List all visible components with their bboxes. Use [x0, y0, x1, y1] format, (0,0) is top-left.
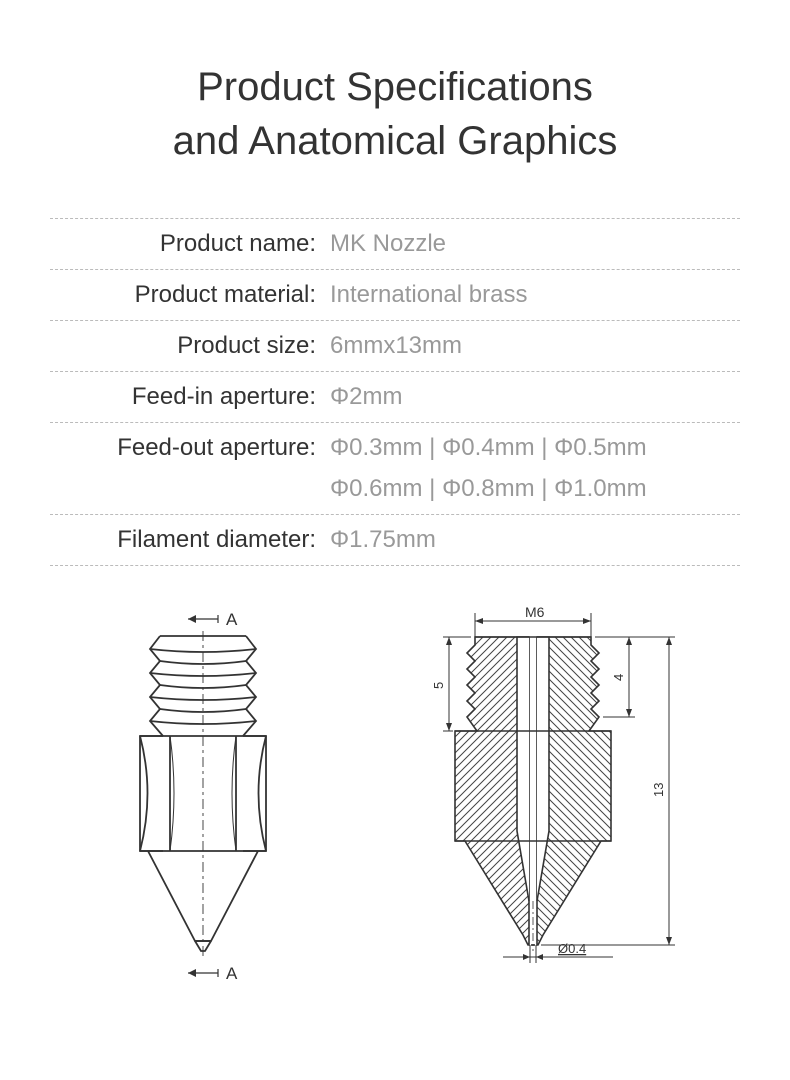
page-title: Product Specifications and Anatomical Gr… — [50, 60, 740, 168]
title-line-1: Product Specifications — [197, 65, 593, 109]
section-label-a-bottom: A — [226, 964, 238, 983]
spec-row: Φ0.6mm | Φ0.8mm | Φ1.0mm — [50, 473, 740, 514]
spec-value: Φ1.75mm — [330, 526, 740, 554]
spec-label: Filament diameter: — [50, 526, 330, 554]
section-label-a-top: A — [226, 610, 238, 629]
dim-tip: Ø0.4 — [558, 941, 586, 956]
spec-label: Feed-out aperture: — [50, 434, 330, 462]
spec-value: International brass — [330, 281, 740, 309]
spec-value: 6mmx13mm — [330, 332, 740, 360]
nozzle-external-svg: A — [78, 601, 328, 991]
spec-label: Feed-in aperture: — [50, 383, 330, 411]
dim-total-height: 13 — [651, 783, 666, 797]
title-line-2: and Anatomical Graphics — [173, 119, 618, 163]
nozzle-section-svg: M6 — [383, 601, 713, 991]
spec-row: Product name: MK Nozzle — [50, 218, 740, 269]
nozzle-section-view: M6 — [383, 601, 713, 996]
spec-value: Φ0.3mm | Φ0.4mm | Φ0.5mm — [330, 434, 740, 462]
spec-label: Product material: — [50, 281, 330, 309]
dim-thread-right: 4 — [611, 674, 626, 681]
spec-value: MK Nozzle — [330, 230, 740, 258]
dim-thread: M6 — [525, 604, 545, 620]
spec-row: Filament diameter: Φ1.75mm — [50, 514, 740, 566]
spec-label: Product size: — [50, 332, 330, 360]
spec-row: Product size: 6mmx13mm — [50, 320, 740, 371]
diagram-container: A — [50, 601, 740, 996]
spec-value: Φ2mm — [330, 383, 740, 411]
spec-value: Φ0.6mm | Φ0.8mm | Φ1.0mm — [330, 475, 740, 503]
spec-row: Feed-out aperture: Φ0.3mm | Φ0.4mm | Φ0.… — [50, 422, 740, 473]
spec-label: Product name: — [50, 230, 330, 258]
spec-table: Product name: MK Nozzle Product material… — [50, 218, 740, 566]
spec-row: Product material: International brass — [50, 269, 740, 320]
nozzle-external-view: A — [78, 601, 328, 996]
dim-thread-left: 5 — [431, 682, 446, 689]
spec-row: Feed-in aperture: Φ2mm — [50, 371, 740, 422]
